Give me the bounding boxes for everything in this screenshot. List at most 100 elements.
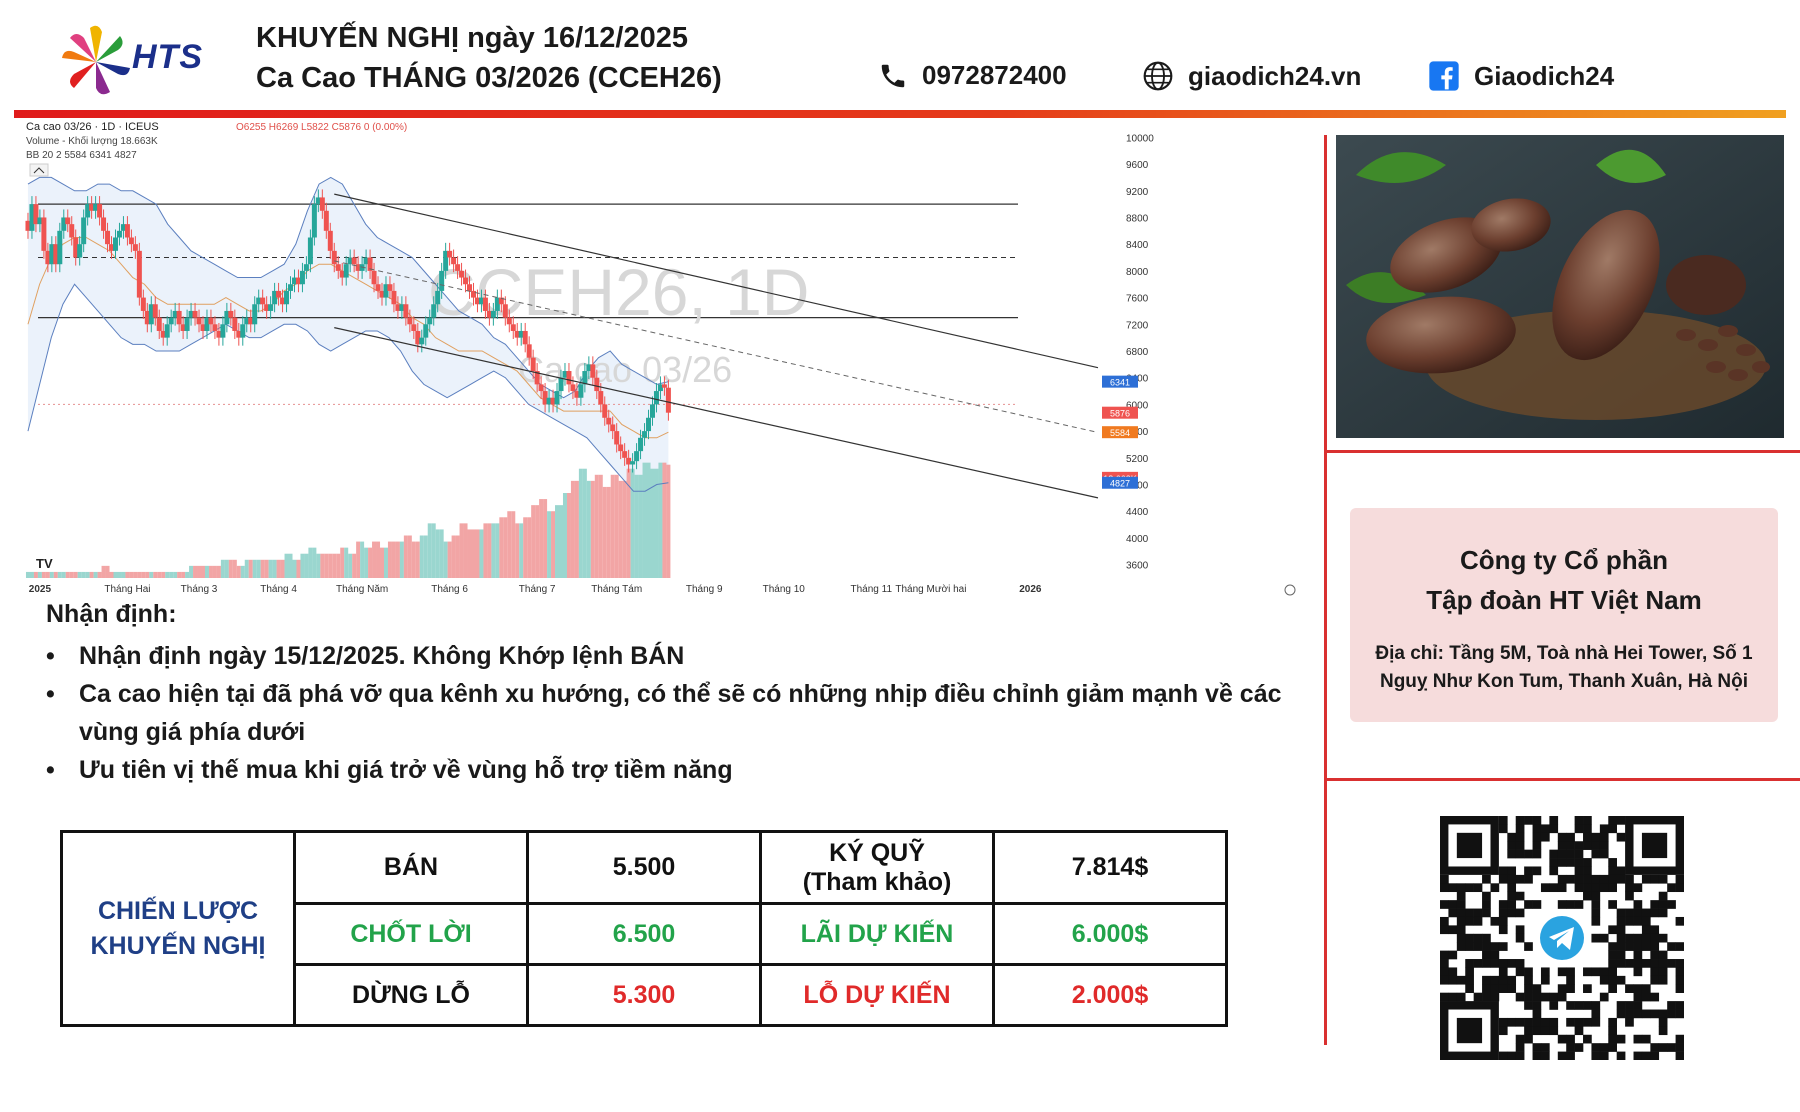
qr-module [1482,984,1491,993]
qr-module [1616,1051,1626,1061]
volume-bar [197,565,202,578]
volume-bar [125,571,130,578]
candle-body [653,391,659,405]
qr-module [1566,1001,1575,1010]
volume-bar [618,480,623,578]
qr-module [1440,900,1449,909]
volume-bar [97,571,102,578]
qr-module [1599,992,1609,1002]
volume-bar [555,505,560,578]
qr-module [1498,874,1508,884]
candle-body [37,217,43,225]
qr-module [1650,992,1660,1002]
x-tick-label: Tháng 3 [181,584,218,595]
qr-module [1456,900,1466,909]
qr-module [1633,933,1643,943]
candle-body [546,397,552,405]
volume-bar [77,571,82,578]
volume-bar [356,541,361,578]
qr-module [1658,874,1668,884]
qr-module [1641,1051,1651,1061]
candle-body [470,290,476,298]
qr-module [1473,883,1483,893]
website-link: giaodich24.vn [1188,60,1362,91]
qr-module [1675,1001,1685,1010]
qr-module [1608,1026,1617,1036]
volume-bar [574,480,579,578]
volume-bar [37,571,42,578]
candle-body [311,204,317,238]
candle-body [307,237,313,265]
margin-label-cell: KÝ QUỸ (Tham khảo) [759,830,995,905]
qr-module [1440,874,1449,884]
volume-bar [622,480,627,578]
qr-module [1658,959,1668,968]
qr-module [1540,883,1550,893]
qr-module [1633,1001,1643,1010]
qr-module [1440,950,1449,960]
qr-module [1650,950,1660,960]
phone-contact[interactable]: 0972872400 [878,60,1067,91]
logo-pinwheel-icon [62,25,130,95]
volume-bar [129,571,134,578]
qr-module [1515,925,1525,935]
qr-module [1667,942,1676,951]
volume-bar [308,547,313,578]
volume-bar [547,511,552,578]
candle-body [602,404,608,418]
website-contact[interactable]: giaodich24.vn [1142,60,1361,92]
volume-bar [264,559,269,578]
chart-settings-icon[interactable] [1284,584,1296,596]
volume-bar [443,541,448,578]
qr-module [1549,1017,1559,1027]
candle-body [331,250,337,265]
qr-module [1599,883,1609,893]
qr-module [1616,950,1626,960]
collapse-legend-button[interactable] [29,163,49,177]
volume-bar [212,565,217,578]
qr-module [1616,1034,1626,1044]
candle-body [244,317,250,325]
candle-body [506,317,512,325]
qr-module [1641,992,1651,1002]
volume-bar [204,565,209,578]
qr-module [1524,975,1533,985]
volume-bar [29,571,34,578]
expected-loss-label: LỖ DỰ KIẾN [759,963,995,1027]
qr-module [1616,916,1626,926]
chart-volume-line: Volume - Khối lượng 18.663K [26,135,158,147]
qr-module [1583,841,1592,850]
qr-module [1549,816,1559,825]
facebook-contact[interactable]: Giaodich24 [1428,60,1614,92]
strategy-label: CHIẾN LƯỢC KHUYẾN NGHỊ [60,830,296,1027]
candle-body [176,310,182,325]
qr-module [1557,900,1567,909]
candle-body [566,371,572,385]
x-tick-label: Tháng Năm [336,584,388,595]
candle-body [220,324,226,338]
price-chart[interactable]: CCEH26, 1D Ca cao 03/26 10000 9600 9200 880… [18,120,1308,600]
price-tag-label: 5584 [1110,428,1130,438]
qr-module [1507,984,1517,993]
volume-bar [296,559,301,578]
qr-module [1532,992,1542,1002]
qr-module [1583,1001,1592,1010]
candle-body [526,344,532,358]
volume-bar [185,571,190,578]
telegram-qr-code[interactable] [1440,816,1685,1061]
chart-svg[interactable]: CCEH26, 1D Ca cao 03/26 1000096009200880… [18,120,1308,600]
qr-module [1456,908,1466,918]
qr-module [1549,1001,1559,1010]
qr-module [1507,1017,1517,1027]
volume-bar [403,535,408,578]
qr-module [1456,925,1466,935]
candle-body [534,371,540,385]
qr-module [1583,858,1592,867]
qr-module [1515,959,1525,968]
qr-module [1650,959,1660,968]
qr-module [1515,992,1525,1002]
qr-module [1498,1026,1508,1036]
qr-module [1473,959,1483,968]
candle-body [224,310,230,325]
qr-module [1625,916,1634,926]
